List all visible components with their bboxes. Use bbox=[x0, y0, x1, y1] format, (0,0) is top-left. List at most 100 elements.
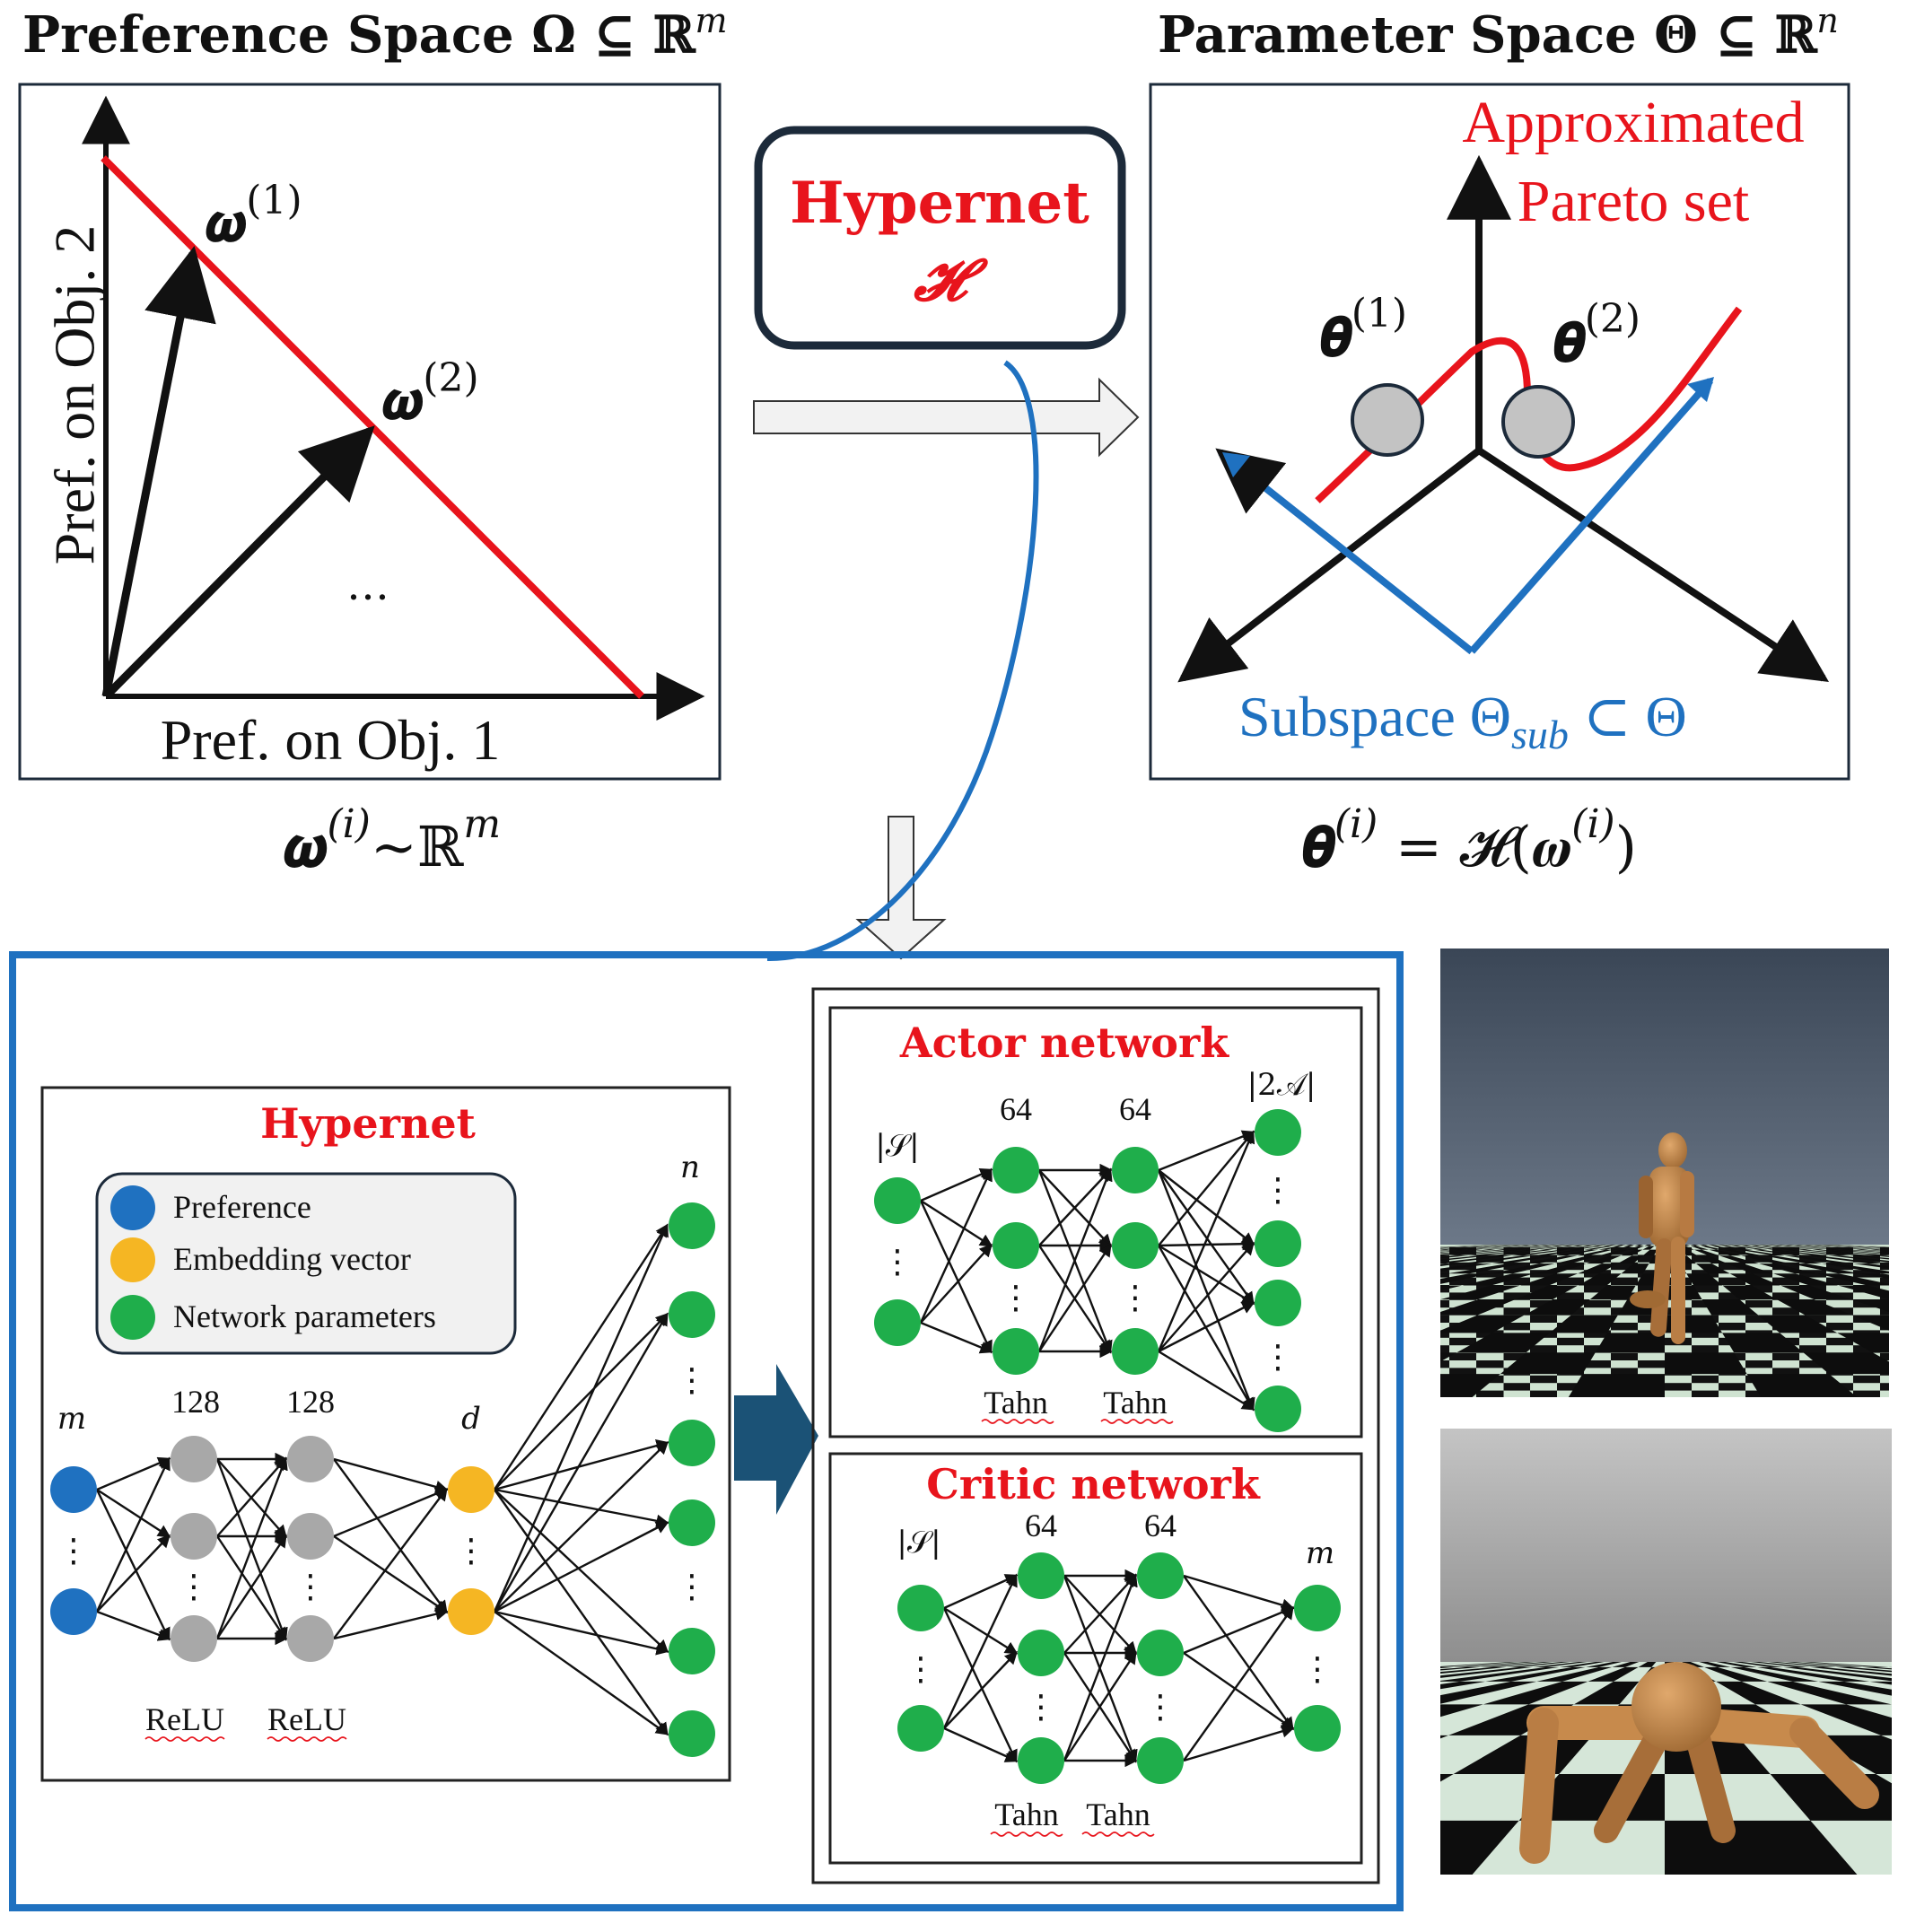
critic-node bbox=[1137, 1737, 1184, 1784]
checker-tile bbox=[1555, 1249, 1599, 1256]
hypernet-edge bbox=[494, 1488, 669, 1527]
hypernet-edge bbox=[494, 1610, 669, 1656]
checker-tile bbox=[1642, 1249, 1658, 1256]
actor-activation-1: Tahn bbox=[984, 1385, 1047, 1421]
checker-tile bbox=[1623, 1245, 1635, 1246]
hypernet-edge bbox=[494, 1489, 669, 1653]
checker-tile bbox=[1780, 1285, 1851, 1300]
actor-node bbox=[874, 1299, 921, 1346]
legend-label-preference: Preference bbox=[173, 1189, 311, 1225]
checker-tile bbox=[1523, 1255, 1578, 1264]
actor-node bbox=[993, 1147, 1039, 1193]
checker-tile bbox=[1483, 1681, 1588, 1705]
checker-tile bbox=[1871, 1255, 1889, 1257]
checker-tile bbox=[1682, 1662, 1705, 1667]
checker-tile bbox=[1446, 1249, 1526, 1256]
hypernet-output-dim: n bbox=[680, 1150, 700, 1185]
legend-swatch-parameters bbox=[110, 1295, 155, 1340]
checker-tile bbox=[1621, 1263, 1649, 1274]
checker-tile bbox=[1699, 1662, 1731, 1667]
checker-tile bbox=[1585, 1662, 1622, 1667]
hypernet-to-policy-arrow bbox=[734, 1364, 818, 1515]
checker-tile bbox=[1854, 1246, 1889, 1248]
hypernet-node bbox=[171, 1615, 217, 1662]
hypernet-edges bbox=[95, 1223, 669, 1736]
checker-tile bbox=[1690, 1246, 1710, 1250]
parameter-space-panel: Parameter Space Θ ⊆ ℝn Approximated Pare… bbox=[1149, 1, 1850, 879]
checker-tile bbox=[1440, 1666, 1455, 1668]
actor-vdots: ⋮ bbox=[1000, 1280, 1032, 1316]
hypernet-block: Hypernet 𝓗 bbox=[753, 126, 1140, 962]
hypernet-edge bbox=[333, 1535, 449, 1613]
hypernet-node bbox=[669, 1499, 715, 1546]
critic-hidden1-dim: 64 bbox=[1025, 1508, 1057, 1543]
omega-1-label: 𝝎(1) bbox=[205, 178, 302, 253]
actor-edge bbox=[1157, 1130, 1255, 1352]
checker-tile bbox=[1589, 1285, 1636, 1300]
checker-tile bbox=[1440, 1666, 1507, 1674]
checker-tile bbox=[1850, 1299, 1889, 1313]
checker-tile bbox=[1746, 1374, 1858, 1397]
hypernet-node bbox=[669, 1420, 715, 1466]
hypernet-node bbox=[669, 1628, 715, 1674]
actor-edges bbox=[919, 1130, 1255, 1412]
checker-tile bbox=[1896, 1286, 1907, 1300]
checker-tile bbox=[1771, 1246, 1827, 1250]
checker-tile bbox=[1900, 1250, 1907, 1256]
checker-tile bbox=[1773, 1273, 1839, 1286]
checker-tile bbox=[1460, 1255, 1535, 1264]
checker-tile bbox=[1891, 1704, 1892, 1705]
actor-edge bbox=[1038, 1167, 1112, 1246]
checker-tile bbox=[1642, 1246, 1655, 1250]
checker-tile bbox=[1792, 1246, 1857, 1250]
checker-tile bbox=[1462, 1273, 1535, 1286]
checker-tile bbox=[1598, 1246, 1624, 1250]
checker-tile bbox=[1695, 1263, 1730, 1274]
checker-tile bbox=[1541, 1245, 1566, 1246]
spell-underline bbox=[990, 1831, 1063, 1837]
checker-tile bbox=[1716, 1662, 1757, 1667]
theta-1-label: 𝜽(1) bbox=[1319, 291, 1407, 369]
actor-node bbox=[874, 1177, 921, 1224]
actor-edge bbox=[1157, 1169, 1255, 1412]
actor-vdots: ⋮ bbox=[1262, 1172, 1294, 1209]
checker-tile bbox=[1500, 1245, 1532, 1246]
critic-node bbox=[897, 1705, 944, 1752]
actor-edge bbox=[1158, 1350, 1255, 1411]
actor-node bbox=[1112, 1328, 1159, 1375]
hypernet-edge bbox=[333, 1607, 449, 1640]
checker-tile bbox=[1480, 1662, 1553, 1667]
checker-tile bbox=[1440, 1704, 1483, 1718]
checker-tile bbox=[1819, 1245, 1855, 1246]
checker-tile bbox=[1751, 1245, 1772, 1246]
checker-tile bbox=[1888, 1666, 1892, 1668]
subspace-arrowhead-left bbox=[1222, 452, 1250, 477]
checker-tile bbox=[1762, 1246, 1813, 1250]
actor-edge bbox=[920, 1243, 993, 1324]
checker-tile bbox=[1549, 1315, 1618, 1333]
parameter-space-title: Parameter Space Θ ⊆ ℝn bbox=[1158, 1, 1839, 65]
checker-tile bbox=[1573, 1681, 1640, 1705]
checker-tile bbox=[1741, 1246, 1783, 1250]
checker-tile bbox=[1776, 1299, 1852, 1316]
checker-tile bbox=[1710, 1246, 1739, 1250]
checker-tile bbox=[1884, 1263, 1889, 1264]
checker-tile bbox=[1613, 1245, 1626, 1246]
spell-underline bbox=[1081, 1831, 1155, 1837]
checker-tile bbox=[1693, 1249, 1719, 1256]
hypernet-vdots: ⋮ bbox=[676, 1569, 708, 1605]
critic-vdots: ⋮ bbox=[1144, 1689, 1177, 1726]
checker-tile bbox=[1869, 1681, 1892, 1685]
checker-tile bbox=[1720, 1246, 1754, 1250]
checker-tile bbox=[1515, 1285, 1579, 1300]
critic-edge bbox=[1063, 1573, 1138, 1762]
critic-node bbox=[897, 1585, 944, 1631]
critic-node bbox=[1137, 1630, 1184, 1676]
hypernet-detail-title: Hypernet bbox=[260, 1099, 477, 1148]
actor-edge bbox=[1037, 1167, 1113, 1352]
actor-hidden2-dim: 64 bbox=[1119, 1091, 1151, 1127]
checker-tile bbox=[1785, 1662, 1863, 1667]
checker-tile bbox=[1500, 1352, 1596, 1375]
hypernet-edge bbox=[493, 1312, 669, 1613]
